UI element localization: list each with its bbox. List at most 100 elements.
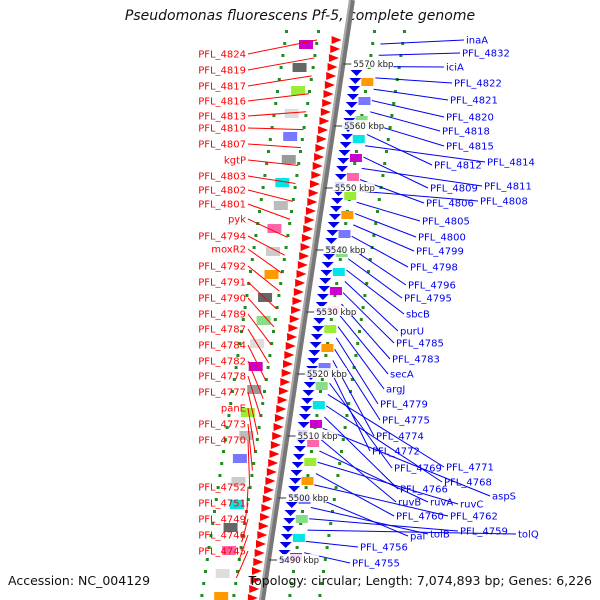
leader-line-right [361,167,483,187]
gene-label-text: PFL_4770 [198,436,246,447]
track-dot [229,402,233,405]
gene-label-text: pal [410,532,425,543]
gene-feature-left [280,378,291,386]
track-dot [241,318,245,321]
gene-block-right [318,363,331,371]
gene-block-left [264,270,279,279]
track-dot [329,522,333,525]
gene-feature-right [280,534,293,540]
gene-feature-right [331,198,344,204]
leader-line-left [246,486,249,507]
track-dot [315,42,319,45]
leader-line-left [247,39,318,55]
leader-line-right [309,518,459,532]
gene-label-left: PFL_4773 [198,420,253,471]
gene-feature-right [290,470,303,476]
leader-line-right [365,145,486,163]
gene-feature-right [315,302,328,308]
gene-block-right [347,173,360,181]
gene-feature-left [312,162,323,170]
track-dot [225,426,229,429]
gene-feature-right [279,542,292,548]
gene-label-text: inaA [466,36,488,47]
track-dot [281,270,284,273]
track-dot [273,318,277,321]
gene-feature-left [315,144,326,152]
genome-backbone [259,0,355,600]
gene-feature-left [289,315,300,323]
track-dot [238,342,242,345]
track-dot [257,426,261,429]
gene-label-text: pyk [228,215,246,226]
gene-label-text: PFL_4800 [418,233,466,244]
gene-label-text: PFL_4773 [198,420,246,431]
track-dot [322,570,325,573]
gene-feature-right [313,318,326,324]
gene-feature-right [307,358,320,364]
track-dot [250,258,254,261]
leader-line-right [356,201,421,222]
track-dot [295,546,299,549]
gene-label-right: PFL_4759 [309,518,508,538]
leader-line-right [344,281,399,332]
leader-line-right [353,224,415,252]
kbp-tick-label: 5570 kbp [353,60,393,70]
gene-label-text: PFL_4775 [382,416,430,427]
left-label-layer: PFL_4824 PFL_4819 PFL_4817 PFL_4816 PFL_4813… [198,39,318,579]
gene-label-right: PFL_4808 [358,190,528,208]
gene-block-right [338,230,351,238]
leader-line-right [380,39,465,45]
gene-block-right [324,325,337,333]
gene-label-right: PFL_4798 [351,235,458,274]
gene-label-left: PFL_4802 [198,186,293,202]
gene-label-right: PFL_4779 [335,337,428,411]
gene-block-left [284,109,299,118]
leader-line-left [247,344,267,381]
gene-feature-left [265,477,276,485]
track-dot [231,390,234,393]
gene-feature-left [296,270,307,278]
gene-feature-left [299,252,310,260]
gene-label-text: PFL_4746 [198,531,246,542]
gene-feature-left [268,459,279,467]
gene-label-text: ruvB [398,498,421,509]
kbp-tick-bg [351,58,394,68]
gene-block-right [301,477,314,485]
gene-feature-left [253,558,264,566]
gene-feature-left [281,369,292,377]
track-dot [277,78,281,81]
track-dot [369,54,373,57]
track-dot [335,282,339,285]
gene-label-text: PFL_4802 [198,186,246,197]
track-dot [272,330,275,333]
track-dot [267,150,270,153]
gene-label-right: aspS [322,427,516,503]
leader-line-left [247,203,291,220]
gene-feature-left [311,171,322,179]
kbp-tick-bg [295,430,338,440]
track-dot [240,330,243,333]
gene-block-left [292,63,307,72]
leader-line-left [247,111,307,117]
track-dot [356,342,360,345]
gene-label-text: PFL_4769 [394,464,442,475]
gene-label-text: PFL_4771 [446,463,494,474]
track-dot [345,414,349,417]
gene-label-right: PFL_4771 [327,394,494,474]
gene-label-text: PFL_4794 [198,232,246,243]
track-dot [304,486,308,489]
track-dot [292,570,295,573]
gene-label-right: PFL_4800 [354,213,466,244]
track-dot [306,474,310,477]
leader-line-right [375,77,453,84]
gene-feature-left [291,306,302,314]
gene-feature-right [340,134,353,140]
gene-block-left [215,569,230,578]
gene-block-left [240,408,255,417]
track-dot [270,342,274,345]
gene-label-text: PFL_4784 [198,341,246,352]
gene-label-right: purU [344,281,424,338]
track-dot [323,558,327,561]
track-dot [279,66,283,69]
track-dot [373,30,376,33]
